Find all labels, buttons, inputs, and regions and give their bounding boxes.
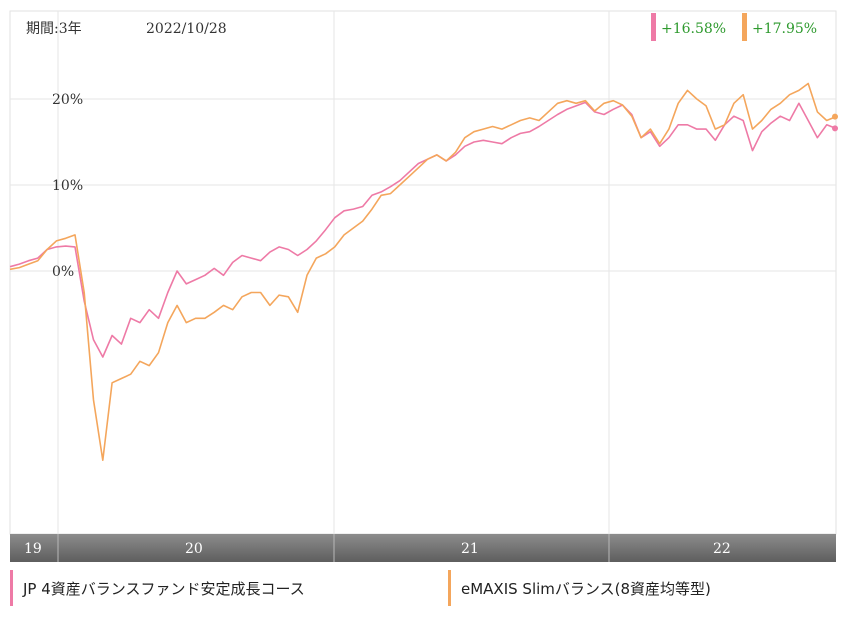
legend-label-jp: JP 4資産バランスファンド安定成長コース [23,579,305,598]
y-tick-label: 0% [52,264,74,280]
x-axis-band [10,534,836,562]
legend-swatch-emaxis [448,570,451,606]
return-marker-jp [651,13,656,41]
legend-label-emaxis: eMAXIS Slimバランス(8資産均等型) [461,579,711,598]
series-layer [9,82,838,462]
series-line-jp-end-point [832,125,838,132]
plot-frame [9,10,837,535]
y-grid: 0% 10% 20% [10,92,836,280]
legend-item-jp: JP 4資産バランスファンド安定成長コース [10,568,305,608]
return-value-emaxis: +17.95% [752,21,817,37]
x-tick-label: 20 [185,541,203,557]
series-line-emaxis [9,82,837,462]
return-marker-emaxis [742,13,747,41]
date-label: 2022/10/28 [146,21,227,37]
series-line-jp [9,101,837,358]
legend-swatch-jp [10,570,13,606]
x-tick-label: 21 [461,541,479,557]
return-value-jp: +16.58% [661,21,726,37]
x-tick-label: 19 [24,541,42,557]
x-tick-label: 22 [713,541,731,557]
y-tick-label: 20% [52,92,83,108]
series-line-emaxis-end-point [832,113,838,120]
legend-item-emaxis: eMAXIS Slimバランス(8資産均等型) [448,568,711,608]
y-tick-label: 10% [52,178,83,194]
period-label: 期間:3年 [26,21,82,37]
